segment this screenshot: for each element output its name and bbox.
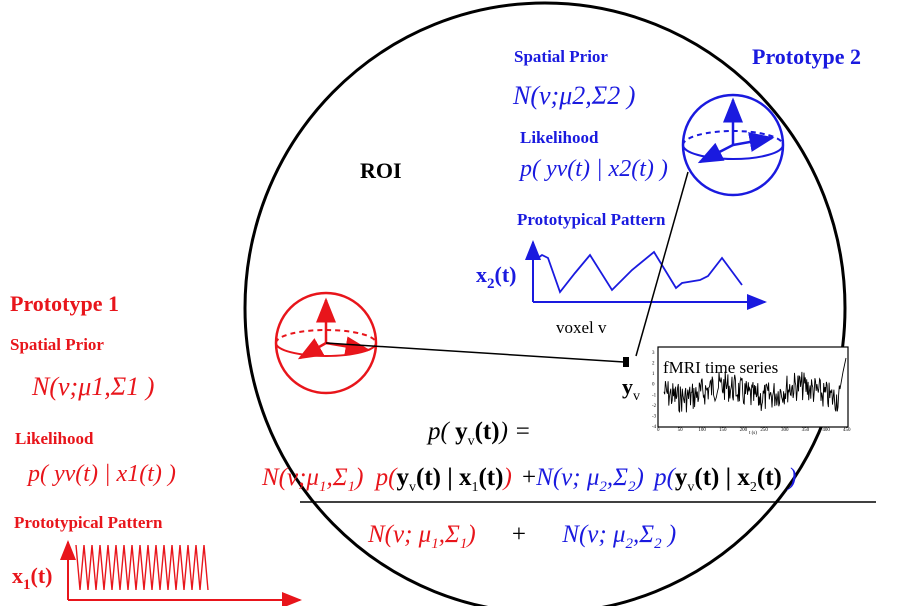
prototype2-spatial-prior-label: Spatial Prior (514, 47, 608, 66)
prototype1-spatial-prior-formula: N(v;μ1,Σ1 ) (31, 372, 154, 401)
fmri-y-tick: -1 (652, 393, 657, 398)
fmri-x-tick: 250 (760, 428, 768, 433)
fmri-x-tick: 200 (740, 428, 748, 433)
prototype1-likelihood-formula: p( yv(t) | x1(t) ) (26, 461, 176, 487)
fmri-trace (663, 357, 847, 414)
roi-circle (243, 1, 847, 606)
equation-lhs: p( yv(t)) = (426, 418, 531, 449)
voxel-to-prototype2-link (635, 171, 689, 357)
fmri-inset: fMRI time series 0 50 100 150 200 250 300 350 40… (652, 346, 851, 436)
prototype1-likelihood-label: Likelihood (15, 429, 94, 448)
prototype2-likelihood-formula: p( yv(t) | x2(t) ) (518, 156, 668, 182)
prototype2-pattern-plot: x2(t) (476, 240, 767, 310)
fmri-x-tick: 350 (802, 428, 810, 433)
prototype1-spatial-prior-label: Spatial Prior (10, 335, 104, 354)
prototype1-pattern-axis-label: x1(t) (12, 563, 52, 593)
fmri-x-tick: 450 (843, 428, 851, 433)
sphere-axes-icon (681, 93, 785, 197)
voxel-label: voxel v (556, 318, 607, 337)
prototype2-spatial-prior-formula: N(v;μ2,Σ2 ) (512, 81, 635, 110)
fmri-y-tick: -2 (652, 404, 657, 409)
fmri-title: fMRI time series (663, 358, 778, 377)
fmri-y-tick: 0 (652, 383, 655, 388)
prototype1-title: Prototype 1 (10, 291, 119, 316)
prototype1-to-voxel-link (325, 342, 625, 363)
prototype2-pattern-axis-label: x2(t) (476, 262, 516, 292)
fmri-x-label: t (s) (749, 431, 757, 436)
equation-numerator: N(v;μ1,Σ1) p(yv(t) | x1(t)) +N(v; μ2,Σ2)… (261, 464, 796, 495)
fmri-x-tick: 0 (657, 428, 660, 433)
fmri-y-tick: 3 (652, 351, 655, 356)
fmri-x-ticks: 0 50 100 150 200 250 300 350 400 450 (657, 428, 851, 433)
prototype2-pattern-label: Prototypical Pattern (517, 210, 666, 229)
fmri-x-tick: 300 (781, 428, 789, 433)
fmri-x-tick: 400 (822, 428, 830, 433)
roi-label: ROI (360, 158, 402, 183)
fmri-y-tick: -3 (652, 414, 657, 419)
fmri-x-tick: 50 (678, 428, 684, 433)
voxel-marker (623, 357, 629, 367)
prototype2-likelihood-label: Likelihood (520, 128, 599, 147)
fmri-y-tick: -4 (652, 425, 657, 430)
prototype2-title: Prototype 2 (752, 44, 861, 69)
prototype1-pattern-plot: x1(t) (12, 540, 302, 606)
equation-denominator: N(v; μ1,Σ1) + N(v; μ2,Σ2 ) (367, 521, 676, 552)
fmri-y-tick: 2 (652, 362, 655, 367)
fmri-y-ticks: 3 2 1 0 -1 -2 -3 -4 (652, 351, 657, 430)
fmri-x-tick: 100 (698, 428, 706, 433)
voxel-symbol: yv (622, 374, 640, 404)
prototype1-pattern-label: Prototypical Pattern (14, 513, 163, 532)
fmri-y-tick: 1 (652, 372, 655, 377)
fmri-x-tick: 150 (719, 428, 727, 433)
